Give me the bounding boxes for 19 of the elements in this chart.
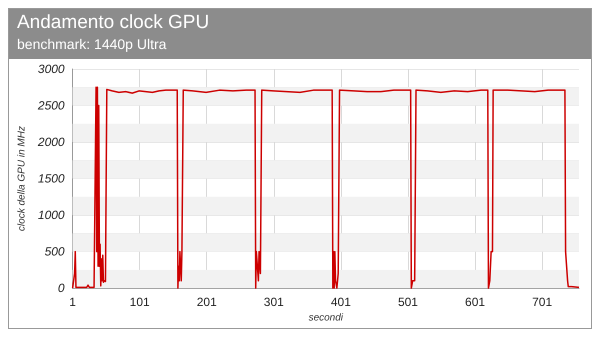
chart-subtitle: benchmark: 1440p Ultra	[17, 35, 168, 53]
x-tick-label: 101	[130, 295, 150, 310]
y-tick-label: 500	[44, 244, 65, 259]
y-tick-label: 0	[58, 281, 65, 296]
y-tick-label: 1500	[38, 172, 65, 186]
x-tick-label: 401	[330, 295, 352, 310]
y-axis-title: clock della GPU in MHz	[16, 126, 28, 232]
chart-title: Andamento clock GPU	[17, 11, 210, 35]
x-tick-label: 1	[69, 295, 76, 310]
y-tick-label: 1000	[38, 208, 65, 222]
x-tick-label: 601	[465, 295, 486, 310]
x-tick-label: 701	[532, 295, 552, 310]
x-tick-label: 301	[264, 295, 284, 310]
x-tick-label: 501	[398, 295, 418, 310]
x-tick-label: 201	[196, 295, 218, 310]
y-tick-label: 2500	[36, 98, 65, 113]
y-tick-label: 2000	[36, 135, 65, 150]
y-tick-label: 3000	[38, 62, 65, 76]
x-axis-title: secondi	[308, 312, 344, 324]
